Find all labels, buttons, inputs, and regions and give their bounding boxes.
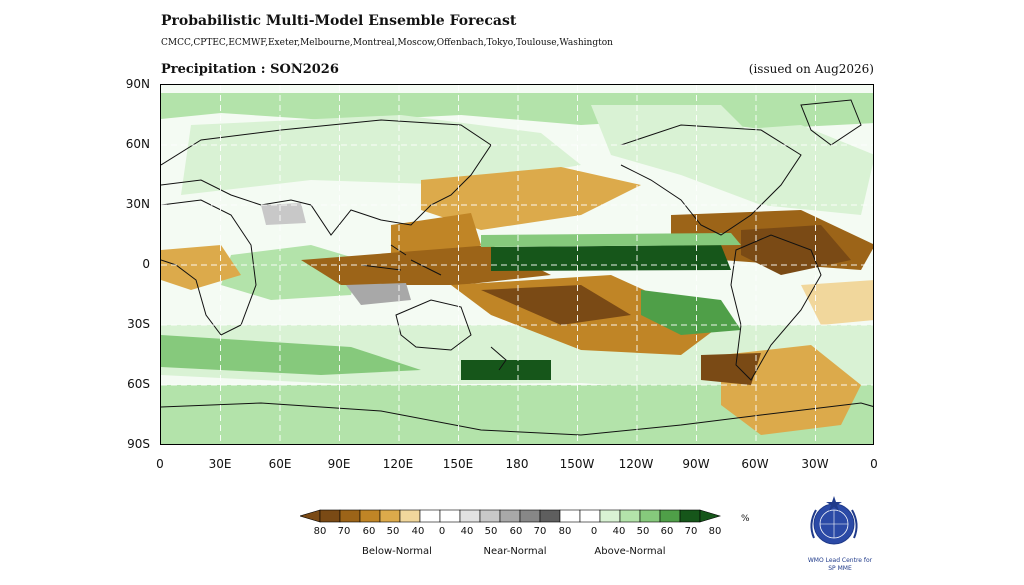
below-mid-atlantic [801, 280, 873, 325]
below-s-america-n [741, 225, 851, 275]
wmo-caption: WMO Lead Centre for SP MME [807, 557, 873, 572]
legend-cell [499, 509, 521, 523]
above-s-pacific-pool [461, 360, 551, 380]
coast-s-america [730, 234, 822, 381]
legend-label: 50 [386, 526, 400, 537]
coastline-layer [161, 99, 873, 436]
lon-label: 150W [559, 457, 595, 471]
legend-label: 40 [411, 526, 425, 537]
legend-label: 70 [684, 526, 698, 537]
near-indian [346, 283, 411, 305]
forecast-map [160, 84, 874, 445]
legend-label: 80 [558, 526, 572, 537]
legend-cell [319, 509, 341, 523]
legend-cell [339, 509, 361, 523]
legend-cell [379, 509, 401, 523]
lat-label: 60N [125, 137, 150, 151]
legend-category-above: Above-Normal [594, 546, 666, 557]
lon-label: 120W [618, 457, 654, 471]
below-patagonia [701, 353, 761, 385]
lon-label: 120E [382, 457, 414, 471]
legend-cell [399, 509, 421, 523]
legend-label: 80 [313, 526, 327, 537]
coast-australia [395, 299, 472, 351]
lon-label: 0 [156, 457, 164, 471]
above-eq-pacific-band [481, 233, 741, 247]
lon-label: 150E [442, 457, 474, 471]
legend-cell [579, 509, 601, 523]
lon-label: 30E [208, 457, 232, 471]
lon-label: 180 [505, 457, 529, 471]
legend-unit: % [741, 514, 750, 524]
legend-arrow-right [699, 509, 722, 523]
legend-label: 80 [708, 526, 722, 537]
near-arabia [261, 203, 306, 225]
legend-category-near: Near-Normal [483, 546, 547, 557]
legend-label: 60 [509, 526, 523, 537]
lat-label: 30S [127, 317, 150, 331]
legend-cell [599, 509, 621, 523]
color-legend [300, 509, 722, 523]
legend-cell [559, 509, 581, 523]
above-eq-pacific [491, 245, 731, 271]
legend-label: 0 [590, 526, 598, 537]
legend-cell [679, 509, 701, 523]
precip-map-svg [161, 85, 873, 444]
lat-label: 60S [127, 377, 150, 391]
legend-cell [439, 509, 461, 523]
legend-label: 40 [612, 526, 626, 537]
coast-greenland [800, 99, 862, 146]
above-pacific-n [591, 105, 761, 175]
lat-label: 30N [125, 197, 150, 211]
model-list: CMCC,CPTEC,ECMWF,Exeter,Melbourne,Montre… [161, 38, 613, 48]
wmo-emblem-icon [810, 496, 858, 545]
lon-label: 60E [268, 457, 292, 471]
legend-cell [479, 509, 501, 523]
map-subtitle: Precipitation : SON2026 [161, 62, 339, 77]
lon-label: 90E [327, 457, 351, 471]
above-sw-pacific [641, 290, 741, 335]
legend-cell [659, 509, 681, 523]
legend-label: 0 [438, 526, 446, 537]
lon-label: 90W [682, 457, 710, 471]
coast-antarctica [161, 402, 873, 436]
legend-cell [459, 509, 481, 523]
legend-label: 70 [337, 526, 351, 537]
lon-label: 30W [801, 457, 829, 471]
lon-label: 60W [741, 457, 769, 471]
above-s-ocean-strong [161, 335, 421, 375]
legend-label: 50 [636, 526, 650, 537]
coast-new-zealand [490, 346, 507, 371]
coast-n-america [620, 124, 802, 236]
legend-cell [619, 509, 641, 523]
forecast-title: Probabilistic Multi-Model Ensemble Forec… [161, 13, 517, 29]
lat-label: 90N [125, 77, 150, 91]
legend-label: 60 [362, 526, 376, 537]
legend-cell [419, 509, 441, 523]
legend-arrow-left [300, 509, 321, 523]
lat-label: 0 [142, 257, 150, 271]
legend-cell [359, 509, 381, 523]
legend-label: 60 [660, 526, 674, 537]
legend-cell [519, 509, 541, 523]
legend-cell [539, 509, 561, 523]
issued-date: (issued on Aug2026) [748, 62, 874, 76]
legend-label: 70 [533, 526, 547, 537]
legend-cell [639, 509, 661, 523]
below-n-pacific [421, 167, 641, 230]
lat-label: 90S [127, 437, 150, 451]
graticule [161, 85, 873, 444]
legend-label: 50 [484, 526, 498, 537]
lon-label: 0 [870, 457, 878, 471]
legend-category-below: Below-Normal [362, 546, 432, 557]
legend-label: 40 [460, 526, 474, 537]
